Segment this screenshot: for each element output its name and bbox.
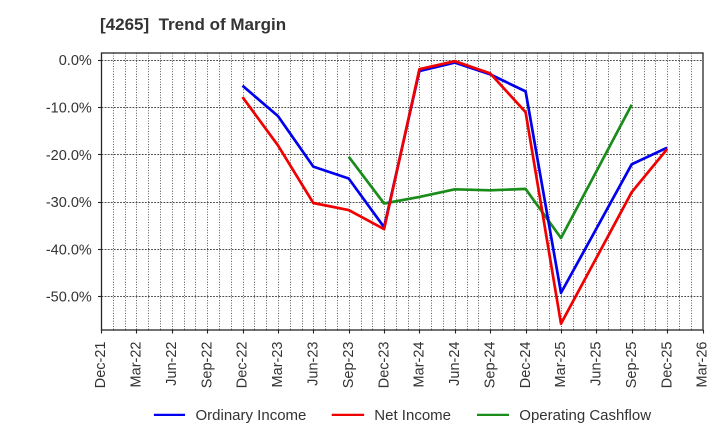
svg-text:Mar-25: Mar-25 — [553, 342, 569, 388]
svg-text:Mar-22: Mar-22 — [129, 342, 145, 388]
svg-text:Mar-24: Mar-24 — [412, 342, 428, 388]
svg-text:Jun-22: Jun-22 — [164, 342, 180, 386]
svg-text:Sep-25: Sep-25 — [624, 342, 640, 389]
svg-text:Jun-23: Jun-23 — [306, 342, 322, 386]
svg-text:Sep-23: Sep-23 — [341, 342, 357, 389]
svg-text:Jun-24: Jun-24 — [447, 342, 463, 386]
svg-text:-10.0%: -10.0% — [46, 101, 92, 117]
svg-text:Sep-22: Sep-22 — [199, 342, 215, 389]
svg-text:Operating Cashflow: Operating Cashflow — [519, 407, 651, 424]
svg-text:Dec-21: Dec-21 — [93, 342, 109, 389]
svg-text:[4265] Trend of Margin: [4265] Trend of Margin — [100, 15, 286, 34]
svg-text:-50.0%: -50.0% — [46, 290, 92, 306]
svg-text:-20.0%: -20.0% — [46, 148, 92, 164]
svg-text:-40.0%: -40.0% — [46, 242, 92, 258]
svg-text:-30.0%: -30.0% — [46, 195, 92, 211]
svg-text:0.0%: 0.0% — [59, 53, 92, 69]
svg-text:Dec-23: Dec-23 — [376, 342, 392, 389]
svg-text:Mar-23: Mar-23 — [270, 342, 286, 388]
svg-text:Sep-24: Sep-24 — [482, 342, 498, 389]
svg-text:Dec-25: Dec-25 — [659, 342, 675, 389]
svg-text:Dec-22: Dec-22 — [235, 342, 251, 389]
svg-text:Mar-26: Mar-26 — [695, 342, 711, 388]
svg-text:Ordinary Income: Ordinary Income — [196, 407, 307, 424]
svg-text:Jun-25: Jun-25 — [589, 342, 605, 386]
svg-text:Net Income: Net Income — [374, 407, 451, 424]
svg-text:Dec-24: Dec-24 — [518, 342, 534, 389]
